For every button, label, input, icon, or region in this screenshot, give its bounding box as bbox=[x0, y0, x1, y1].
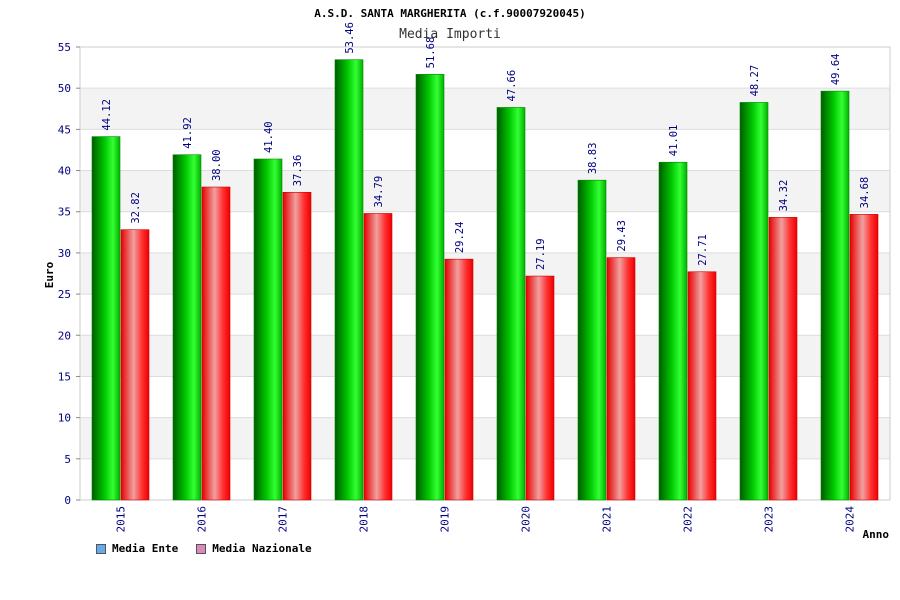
bar-value-label: 49.64 bbox=[830, 54, 842, 86]
chart-title: A.S.D. SANTA MARGHERITA (c.f.90007920045… bbox=[314, 7, 586, 20]
grid-band bbox=[80, 252, 890, 295]
bar-value-label: 38.00 bbox=[211, 149, 223, 181]
bar-media-ente-2016 bbox=[172, 154, 202, 501]
bar-value-label: 27.19 bbox=[535, 238, 547, 270]
bar-value-label: 51.68 bbox=[425, 37, 437, 69]
y-tick-label: 5 bbox=[64, 453, 71, 466]
grid-band bbox=[80, 170, 890, 212]
bar-value-label: 34.68 bbox=[859, 177, 871, 209]
bar-media-nazionale-2019 bbox=[444, 258, 474, 501]
bar-value-label: 41.92 bbox=[182, 117, 194, 149]
bar-media-ente-2018 bbox=[334, 59, 364, 501]
legend-item-media-nazionale: Media Nazionale bbox=[196, 542, 312, 555]
bar-value-label: 47.66 bbox=[506, 70, 518, 102]
bar-media-ente-2019 bbox=[415, 74, 445, 501]
y-tick-label: 10 bbox=[58, 412, 71, 425]
y-tick-label: 55 bbox=[58, 41, 71, 54]
y-tick-label: 40 bbox=[58, 165, 71, 178]
y-tick-label: 35 bbox=[58, 206, 71, 219]
bar-value-label: 27.71 bbox=[697, 234, 709, 266]
bar-media-ente-2017 bbox=[253, 158, 283, 501]
legend-label-media-nazionale: Media Nazionale bbox=[212, 542, 312, 555]
bar-media-nazionale-2018 bbox=[363, 213, 393, 501]
x-tick-label-2023: 2023 bbox=[763, 506, 776, 533]
y-tick-label: 25 bbox=[58, 288, 71, 301]
bar-media-nazionale-2021 bbox=[606, 257, 636, 501]
bar-value-label: 48.27 bbox=[749, 65, 761, 97]
bar-media-ente-2024 bbox=[820, 90, 850, 501]
bar-media-nazionale-2022 bbox=[687, 271, 717, 501]
grid-band bbox=[80, 335, 890, 377]
x-axis-label: Anno bbox=[863, 528, 890, 541]
y-tick-label: 0 bbox=[64, 494, 71, 507]
bar-value-label: 34.79 bbox=[373, 176, 385, 208]
x-tick-label-2015: 2015 bbox=[115, 506, 128, 533]
bar-value-label: 32.82 bbox=[130, 192, 142, 224]
y-tick-label: 45 bbox=[58, 123, 71, 136]
bar-value-label: 29.43 bbox=[616, 220, 628, 252]
y-tick-label: 50 bbox=[58, 82, 71, 95]
bar-media-ente-2023 bbox=[739, 102, 769, 501]
bar-value-label: 41.01 bbox=[668, 125, 680, 157]
legend: Media Ente Media Nazionale bbox=[96, 542, 312, 555]
bar-media-ente-2022 bbox=[658, 161, 688, 501]
bar-media-nazionale-2015 bbox=[120, 229, 150, 501]
bar-media-nazionale-2016 bbox=[201, 186, 231, 501]
x-tick-label-2020: 2020 bbox=[520, 506, 533, 533]
bar-media-nazionale-2023 bbox=[768, 217, 798, 501]
x-tick-label-2017: 2017 bbox=[277, 506, 290, 533]
legend-item-media-ente: Media Ente bbox=[96, 542, 178, 555]
bar-media-nazionale-2024 bbox=[849, 214, 879, 501]
x-tick-label-2016: 2016 bbox=[196, 506, 209, 533]
x-tick-label-2021: 2021 bbox=[601, 506, 614, 533]
y-tick-label: 30 bbox=[58, 247, 71, 260]
bar-media-ente-2021 bbox=[577, 179, 607, 501]
y-tick-label: 15 bbox=[58, 370, 71, 383]
bar-media-ente-2020 bbox=[496, 107, 526, 501]
grid-band bbox=[80, 417, 890, 459]
plot-area-border bbox=[79, 46, 891, 501]
legend-swatch-media-nazionale bbox=[196, 543, 207, 554]
y-axis-label: Euro bbox=[43, 261, 56, 288]
grid-band bbox=[80, 88, 890, 130]
x-tick-label-2024: 2024 bbox=[844, 506, 857, 533]
chart-subtitle: Media Importi bbox=[399, 27, 501, 42]
bar-value-label: 41.40 bbox=[263, 121, 275, 153]
bar-media-ente-2015 bbox=[91, 136, 121, 501]
y-tick-label: 20 bbox=[58, 329, 71, 342]
bar-media-nazionale-2017 bbox=[282, 191, 312, 501]
x-tick-label-2018: 2018 bbox=[358, 506, 371, 533]
bar-value-label: 29.24 bbox=[454, 222, 466, 254]
bar-value-label: 44.12 bbox=[101, 99, 113, 131]
x-tick-label-2022: 2022 bbox=[682, 506, 695, 533]
bar-value-label: 38.83 bbox=[587, 143, 599, 175]
bar-value-label: 37.36 bbox=[292, 155, 304, 187]
x-tick-label-2019: 2019 bbox=[439, 506, 452, 533]
bar-value-label: 53.46 bbox=[344, 22, 356, 54]
bar-value-label: 34.32 bbox=[778, 180, 790, 212]
legend-label-media-ente: Media Ente bbox=[112, 542, 179, 555]
legend-swatch-media-ente bbox=[96, 543, 106, 554]
bar-media-nazionale-2020 bbox=[525, 275, 555, 501]
